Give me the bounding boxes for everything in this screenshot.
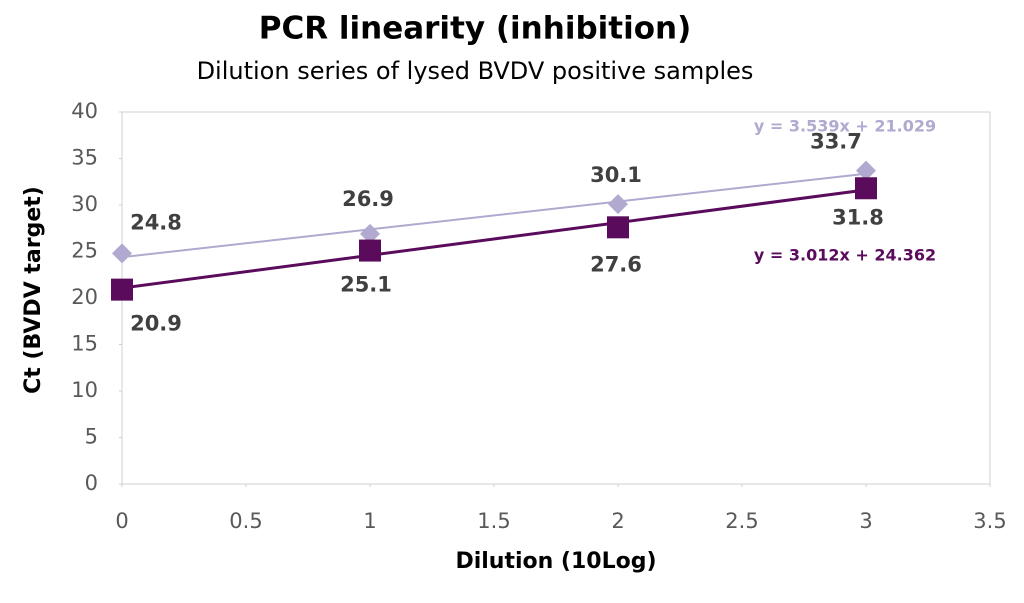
- x-tick-label: 2.5: [725, 509, 758, 533]
- x-tick-label: 0: [115, 509, 128, 533]
- marker: [856, 160, 876, 181]
- marker: [607, 216, 629, 239]
- data-label: 24.8: [130, 210, 182, 234]
- trendline: [121, 188, 867, 290]
- trendline: [121, 172, 867, 259]
- x-tick-label: 3.5: [973, 509, 1006, 533]
- marker: [359, 239, 381, 262]
- data-label: 30.1: [590, 163, 642, 187]
- data-label: 31.8: [832, 205, 884, 229]
- data-label: 25.1: [340, 273, 392, 297]
- data-label: 20.9: [130, 312, 182, 336]
- data-label: 27.6: [590, 252, 642, 276]
- x-tick-label: 1.5: [477, 509, 510, 533]
- marker: [855, 177, 877, 200]
- x-tick-label: 0.5: [229, 509, 262, 533]
- y-tick-label: 0: [85, 471, 98, 495]
- trendline-equation: y = 3.539x + 21.029: [754, 117, 936, 136]
- y-tick-label: 15: [71, 332, 98, 356]
- y-tick-label: 5: [85, 425, 98, 449]
- x-tick-label: 3: [859, 509, 872, 533]
- y-tick-label: 10: [71, 378, 98, 402]
- y-tick-label: 35: [71, 146, 98, 170]
- trendline-equation: y = 3.012x + 24.362: [754, 246, 936, 265]
- y-axis-label: Ct (BVDV target): [21, 186, 46, 394]
- data-label: 26.9: [342, 187, 394, 211]
- y-tick-label: 40: [71, 99, 98, 123]
- y-tick-label: 30: [71, 192, 98, 216]
- marker: [608, 194, 628, 215]
- x-tick-label: 1: [363, 509, 376, 533]
- chart-subtitle: Dilution series of lysed BVDV positive s…: [197, 57, 754, 85]
- y-tick-label: 20: [71, 285, 98, 309]
- x-tick-label: 2: [611, 509, 624, 533]
- x-axis-label: Dilution (10Log): [455, 549, 656, 574]
- chart-title: PCR linearity (inhibition): [259, 11, 692, 47]
- marker: [111, 278, 133, 301]
- y-tick-label: 25: [71, 239, 98, 263]
- data-label: 33.7: [810, 130, 862, 154]
- marker: [112, 243, 132, 264]
- marker: [360, 223, 380, 244]
